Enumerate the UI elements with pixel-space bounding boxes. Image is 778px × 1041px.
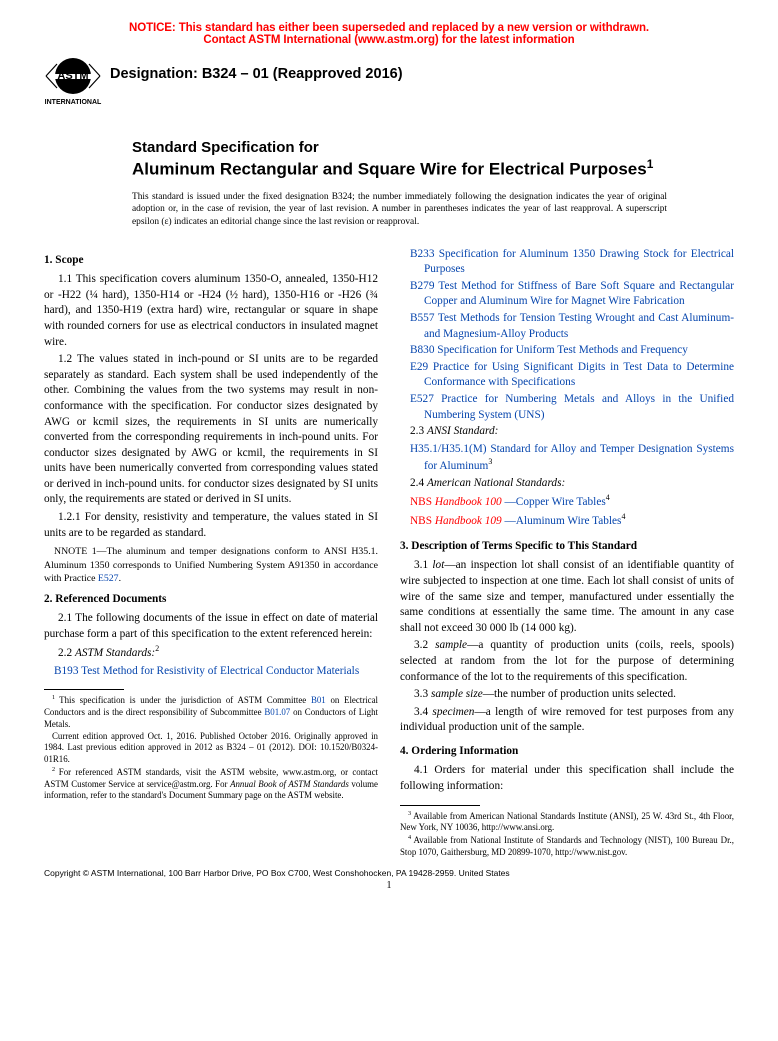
logo-bottom-text: INTERNATIONAL	[45, 99, 102, 106]
note-1: NNOTE 1—The aluminum and temper designat…	[44, 545, 378, 586]
two-column-body: 1. Scope 1.1 This specification covers a…	[44, 247, 734, 859]
title-main: Aluminum Rectangular and Square Wire for…	[132, 157, 734, 180]
para-2-1: 2.1 The following documents of the issue…	[44, 611, 378, 642]
para-3-3: 3.3 sample size—the number of production…	[400, 687, 734, 703]
para-3-2: 3.2 sample—a quantity of production unit…	[400, 638, 734, 685]
header-row: ASTM INTERNATIONAL Designation: B324 – 0…	[44, 54, 734, 111]
ref-nbs100: NBS Handbook 100 —Copper Wire Tables4	[400, 493, 734, 510]
logo-top-text: ASTM	[57, 70, 88, 82]
ref-b279: B279 Test Method for Stiffness of Bare S…	[400, 279, 734, 310]
ref-nbs109: NBS Handbook 109 —Aluminum Wire Tables4	[400, 512, 734, 529]
ref-b193: B193 Test Method for Resistivity of Elec…	[44, 664, 378, 680]
link-e527[interactable]: E527	[98, 573, 119, 584]
notice-banner: NOTICE: This standard has either been su…	[44, 22, 734, 46]
ref-h35: H35.1/H35.1(M) Standard for Alloy and Te…	[400, 442, 734, 475]
notice-line1: NOTICE: This standard has either been su…	[129, 22, 649, 34]
footnote-2: 2 For referenced ASTM standards, visit t…	[44, 766, 378, 802]
right-column: B233 Specification for Aluminum 1350 Dra…	[400, 247, 734, 859]
notice-line2: Contact ASTM International (www.astm.org…	[203, 34, 574, 46]
para-1-2: 1.2 The values stated in inch-pound or S…	[44, 352, 378, 508]
ref-b557: B557 Test Methods for Tension Testing Wr…	[400, 311, 734, 342]
section-4-head: 4. Ordering Information	[400, 744, 734, 760]
ref-e29: E29 Practice for Using Significant Digit…	[400, 360, 734, 391]
section-2-head: 2. Referenced Documents	[44, 592, 378, 608]
para-1-2-1: 1.2.1 For density, resistivity and tempe…	[44, 510, 378, 541]
link-b0107[interactable]: B01.07	[264, 707, 290, 717]
page-number: 1	[44, 880, 734, 891]
link-b01[interactable]: B01	[311, 695, 326, 705]
page: NOTICE: This standard has either been su…	[0, 0, 778, 1041]
ref-b830: B830 Specification for Uniform Test Meth…	[400, 343, 734, 359]
astm-logo: ASTM INTERNATIONAL	[44, 54, 102, 111]
ref-b233: B233 Specification for Aluminum 1350 Dra…	[400, 247, 734, 278]
left-column: 1. Scope 1.1 This specification covers a…	[44, 247, 378, 859]
designation: Designation: B324 – 01 (Reapproved 2016)	[110, 66, 403, 82]
para-2-4: 2.4 American National Standards:	[400, 476, 734, 492]
issuance-note: This standard is issued under the fixed …	[132, 191, 667, 229]
section-3-head: 3. Description of Terms Specific to This…	[400, 539, 734, 555]
footnote-rule-left	[44, 689, 124, 690]
section-1-head: 1. Scope	[44, 253, 378, 269]
copyright: Copyright © ASTM International, 100 Barr…	[44, 868, 734, 878]
para-3-1: 3.1 lot—an inspection lot shall consist …	[400, 558, 734, 636]
para-1-1: 1.1 This specification covers aluminum 1…	[44, 272, 378, 350]
para-2-3: 2.3 ANSI Standard:	[400, 424, 734, 440]
title-block: Standard Specification for Aluminum Rect…	[132, 139, 734, 181]
link-b193[interactable]: B193	[54, 665, 78, 677]
ref-e527: E527 Practice for Numbering Metals and A…	[400, 392, 734, 423]
para-2-2: 2.2 ASTM Standards:2	[44, 644, 378, 661]
para-4-1: 4.1 Orders for material under this speci…	[400, 763, 734, 794]
title-supertitle: Standard Specification for	[132, 139, 734, 157]
footnote-rule-right	[400, 805, 480, 806]
footnote-4: 4 Available from National Institute of S…	[400, 834, 734, 858]
footnote-3: 3 Available from American National Stand…	[400, 810, 734, 834]
footnote-1: 1 This specification is under the jurisd…	[44, 694, 378, 730]
footnote-1b: Current edition approved Oct. 1, 2016. P…	[44, 731, 378, 766]
para-3-4: 3.4 specimen—a length of wire removed fo…	[400, 705, 734, 736]
